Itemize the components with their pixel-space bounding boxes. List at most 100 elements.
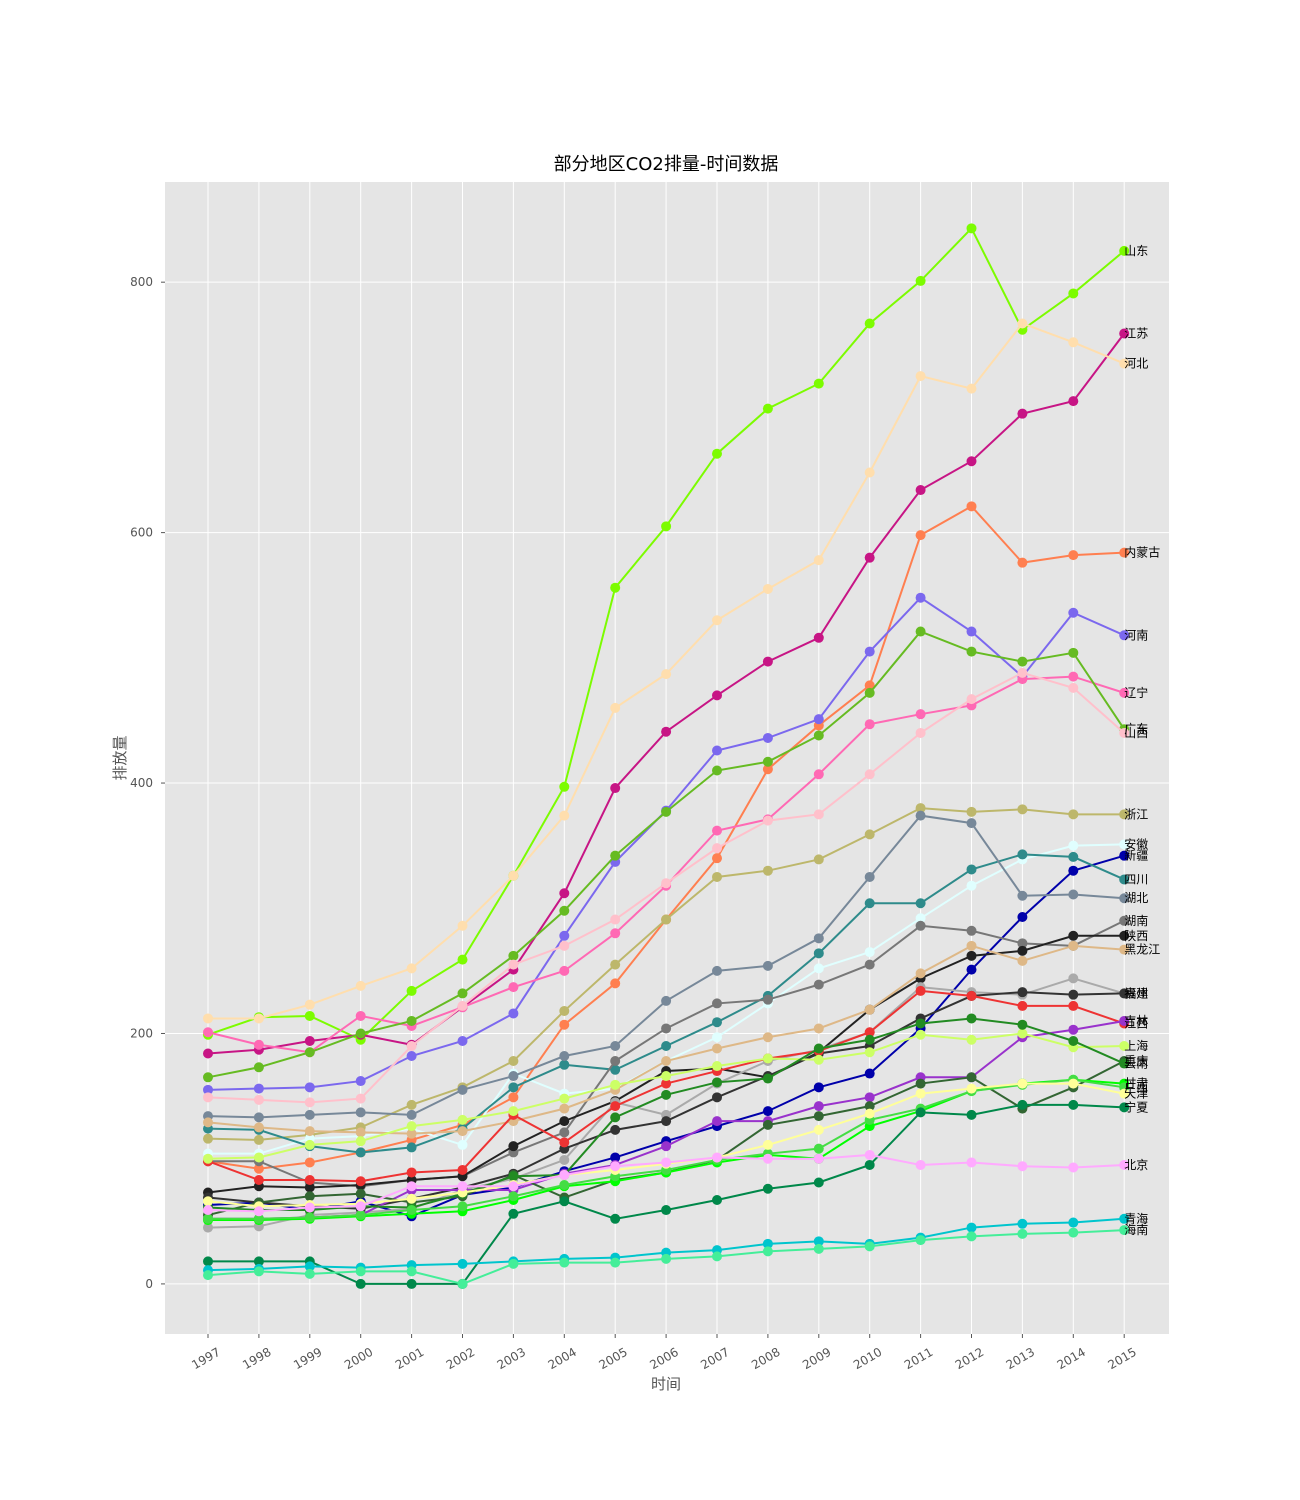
data-point bbox=[1068, 840, 1079, 851]
series-湖北 bbox=[203, 810, 1130, 1123]
data-point bbox=[1068, 337, 1079, 348]
data-point bbox=[966, 964, 977, 975]
data-point bbox=[1119, 358, 1130, 369]
data-point bbox=[610, 702, 621, 713]
data-point bbox=[1119, 328, 1130, 339]
series-山西 bbox=[203, 667, 1130, 1108]
data-point bbox=[1017, 1078, 1028, 1089]
data-point bbox=[457, 1181, 468, 1192]
data-point bbox=[508, 870, 519, 881]
data-point bbox=[406, 1128, 417, 1139]
data-point bbox=[762, 1183, 773, 1194]
data-point bbox=[864, 1034, 875, 1045]
data-point bbox=[966, 925, 977, 936]
data-point bbox=[253, 1112, 264, 1123]
data-point bbox=[813, 963, 824, 974]
data-point bbox=[966, 694, 977, 705]
data-point bbox=[406, 1205, 417, 1216]
data-point bbox=[355, 1278, 366, 1289]
series-end-label: 新疆 bbox=[1124, 848, 1148, 863]
data-point bbox=[712, 1032, 722, 1043]
data-point bbox=[559, 940, 570, 951]
data-point bbox=[966, 990, 977, 1001]
data-point bbox=[1068, 288, 1079, 299]
data-point bbox=[762, 1153, 773, 1164]
data-point bbox=[762, 960, 773, 971]
data-point bbox=[813, 632, 824, 643]
data-point bbox=[1119, 988, 1130, 999]
data-point bbox=[610, 1161, 621, 1172]
data-point bbox=[915, 1018, 926, 1029]
data-point bbox=[203, 1222, 213, 1233]
data-point bbox=[661, 1056, 672, 1067]
data-point bbox=[712, 1061, 722, 1072]
data-point bbox=[508, 982, 519, 993]
data-point bbox=[203, 1153, 213, 1164]
data-point bbox=[1119, 915, 1130, 926]
data-point bbox=[559, 888, 570, 899]
data-point bbox=[813, 769, 824, 780]
data-point bbox=[1119, 874, 1130, 885]
data-point bbox=[762, 1246, 773, 1257]
data-point bbox=[508, 1082, 519, 1093]
data-point bbox=[813, 378, 824, 389]
data-point bbox=[864, 318, 875, 329]
data-point bbox=[1068, 1035, 1079, 1046]
data-point bbox=[1068, 1000, 1079, 1011]
data-point bbox=[813, 1143, 824, 1154]
series-河北 bbox=[203, 318, 1130, 1024]
data-point bbox=[1017, 912, 1028, 923]
data-point bbox=[1068, 1227, 1079, 1238]
data-point bbox=[610, 978, 621, 989]
data-point bbox=[1119, 547, 1130, 558]
data-point bbox=[864, 687, 875, 698]
data-point bbox=[355, 1210, 366, 1221]
data-point bbox=[762, 1106, 773, 1117]
series-end-label: 湖南 bbox=[1124, 913, 1148, 928]
data-point bbox=[864, 947, 875, 958]
data-point bbox=[559, 810, 570, 821]
x-tick-label: 2013 bbox=[1004, 1345, 1037, 1372]
data-point bbox=[712, 843, 722, 854]
data-point bbox=[304, 1010, 315, 1021]
data-point bbox=[1068, 1078, 1079, 1089]
data-point bbox=[813, 1101, 824, 1112]
x-tick-label: 1999 bbox=[291, 1345, 324, 1372]
data-point bbox=[915, 626, 926, 637]
data-point bbox=[304, 1268, 315, 1279]
data-point bbox=[457, 920, 468, 931]
data-point bbox=[864, 1027, 875, 1038]
series-广东 bbox=[203, 626, 1130, 1083]
data-point bbox=[813, 948, 824, 959]
data-point bbox=[559, 1257, 570, 1268]
data-point bbox=[813, 979, 824, 990]
data-point bbox=[457, 1258, 468, 1269]
data-point bbox=[966, 880, 977, 891]
data-point bbox=[661, 726, 672, 737]
data-point bbox=[915, 1107, 926, 1118]
data-point bbox=[253, 1094, 264, 1105]
x-axis-label: 时间 bbox=[651, 1375, 681, 1393]
data-point bbox=[253, 1122, 264, 1133]
x-tick-label: 2002 bbox=[444, 1345, 477, 1372]
series-end-label: 黑龙江 bbox=[1124, 943, 1160, 957]
data-point bbox=[559, 1019, 570, 1030]
y-axis-ticks: 0 200 400 600 800 bbox=[130, 275, 165, 1291]
data-point bbox=[762, 732, 773, 743]
data-point bbox=[610, 783, 621, 794]
data-point bbox=[1068, 973, 1079, 984]
data-point bbox=[559, 905, 570, 916]
data-point bbox=[966, 1072, 977, 1083]
chart-title: 部分地区CO2排量-时间数据 bbox=[554, 154, 779, 175]
data-point bbox=[813, 809, 824, 820]
data-point bbox=[457, 1164, 468, 1175]
data-point bbox=[966, 626, 977, 637]
data-point bbox=[1119, 809, 1130, 820]
data-point bbox=[915, 485, 926, 496]
data-point bbox=[661, 1078, 672, 1089]
series-end-label: 上海 bbox=[1124, 1038, 1148, 1053]
data-point bbox=[406, 1278, 417, 1289]
data-point bbox=[661, 914, 672, 925]
data-point bbox=[253, 1174, 264, 1185]
